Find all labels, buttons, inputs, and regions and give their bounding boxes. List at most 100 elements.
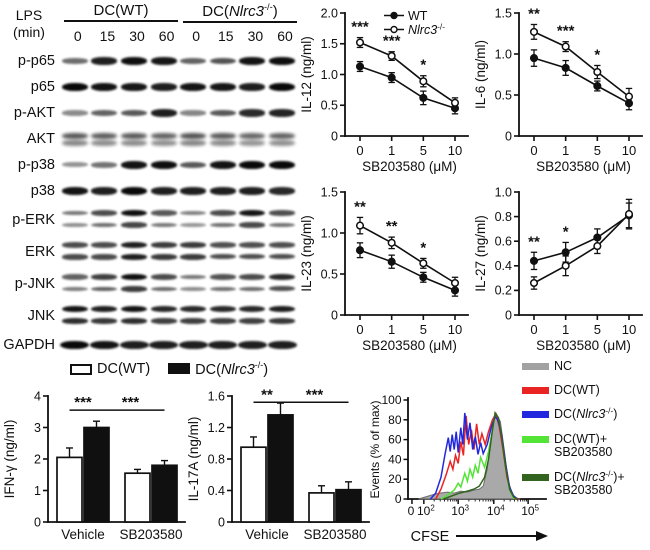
- svg-text:5: 5: [420, 322, 427, 337]
- blot-band: [150, 132, 177, 139]
- blot-band: [239, 286, 266, 292]
- blot-band: [61, 254, 88, 260]
- ifn-gamma-bar-chart: 0 1 2 3 4 Vehicle SB203580 IFN-γ (ng/ml) *** ***: [2, 389, 186, 542]
- il17a-bar-chart: 0 0.4 0.8 1.2 1.6 Vehicle SB203580 IL-17A (ng/m…: [186, 386, 370, 542]
- blot-band: [91, 305, 118, 313]
- blot-group-header-1: DC(Nlrc3-/-): [183, 2, 297, 23]
- svg-text:SB203580 (μM): SB203580 (μM): [536, 159, 631, 174]
- blot-band: [61, 162, 88, 168]
- svg-text:0.6: 0.6: [495, 235, 512, 249]
- blot-band: [150, 254, 177, 260]
- blot-band: [209, 57, 236, 65]
- blot-band: [239, 57, 266, 66]
- open-square-swatch-icon: [70, 363, 92, 375]
- blot-band: [91, 57, 118, 65]
- svg-text:**: **: [261, 386, 273, 403]
- blot-band: [178, 340, 208, 350]
- svg-text:SB203580 (μM): SB203580 (μM): [536, 338, 631, 353]
- blot-band: [180, 318, 207, 324]
- blot-band: [121, 286, 147, 292]
- blot-band: [60, 340, 90, 350]
- blot-band: [89, 340, 119, 350]
- svg-text:2.0: 2.0: [321, 6, 338, 20]
- svg-text:0: 0: [218, 515, 225, 529]
- blot-band: [239, 160, 266, 170]
- svg-text:0: 0: [395, 492, 402, 506]
- blot-band: [239, 222, 266, 228]
- svg-text:DC(WT)+: DC(WT)+: [554, 432, 607, 446]
- svg-text:5: 5: [594, 322, 601, 337]
- blot-band: [121, 254, 147, 260]
- blot-band: [91, 318, 118, 324]
- blot-row-p-p65: p-p65: [0, 48, 302, 74]
- svg-text:NC: NC: [554, 359, 572, 373]
- blot-lanes: [60, 126, 302, 152]
- blot-row-label: JNK: [27, 308, 55, 324]
- svg-text:***: ***: [383, 33, 401, 50]
- blot-band: [150, 222, 177, 228]
- blot-band: [121, 56, 147, 65]
- svg-text:*: *: [420, 239, 426, 256]
- blot-band: [239, 242, 266, 248]
- svg-text:*: *: [594, 46, 600, 63]
- blot-band: [91, 83, 118, 92]
- blot-lanes: [60, 48, 302, 74]
- blot-band: [209, 254, 236, 260]
- blot-band: [121, 305, 147, 313]
- blot-band: [269, 109, 295, 117]
- svg-text:5: 5: [594, 143, 601, 158]
- svg-text:1.2: 1.2: [208, 421, 225, 435]
- blot-band: [61, 139, 88, 146]
- blot-band: [150, 274, 177, 280]
- blot-band: [180, 110, 207, 116]
- svg-text:0: 0: [34, 515, 41, 529]
- blot-band: [121, 186, 147, 196]
- svg-text:0: 0: [530, 143, 537, 158]
- blot-lanes: [60, 300, 302, 332]
- blot-lanes: [60, 100, 302, 126]
- svg-text:IL-6 (ng/ml): IL-6 (ng/ml): [474, 40, 488, 109]
- svg-text:0: 0: [505, 308, 512, 322]
- blot-band: [267, 340, 297, 350]
- blot-band: [61, 305, 88, 313]
- blot-row-label: GAPDH: [3, 337, 55, 353]
- blot-band: [269, 254, 295, 260]
- svg-text:Nlrc3-/-: Nlrc3-/-: [408, 22, 445, 38]
- blot-band: [61, 242, 88, 248]
- blot-row-p38: p38: [0, 178, 302, 204]
- svg-text:1: 1: [388, 322, 395, 337]
- blot-band: [209, 139, 236, 146]
- svg-text:40: 40: [388, 452, 402, 466]
- blot-band: [180, 187, 207, 195]
- blot-band: [150, 187, 177, 195]
- blot-band: [61, 274, 88, 280]
- blot-band: [239, 305, 266, 313]
- blot-row-p-ERK: p-ERK: [0, 204, 302, 236]
- blot-band: [269, 273, 295, 281]
- blot-band: [269, 242, 295, 248]
- svg-text:1.5: 1.5: [321, 185, 338, 199]
- blot-band: [209, 161, 236, 170]
- svg-text:DC(WT): DC(WT): [554, 383, 600, 397]
- svg-text:104: 104: [487, 504, 505, 518]
- blot-band: [180, 57, 207, 65]
- blot-band: [150, 139, 177, 146]
- blot-band: [180, 254, 207, 260]
- blot-row-p-AKT: p-AKT: [0, 100, 302, 126]
- blot-group-header-0: DC(WT): [64, 2, 178, 22]
- svg-text:IL-12 (ng/ml): IL-12 (ng/ml): [300, 36, 314, 113]
- svg-text:SB203580: SB203580: [554, 445, 612, 459]
- svg-text:1.0: 1.0: [495, 185, 512, 199]
- svg-text:0: 0: [356, 322, 363, 337]
- blot-band: [119, 340, 149, 350]
- svg-text:0.5: 0.5: [495, 88, 512, 102]
- blot-lanes: [60, 74, 302, 100]
- svg-text:SB203580: SB203580: [303, 527, 366, 542]
- svg-text:1.6: 1.6: [208, 389, 225, 403]
- blot-band: [150, 160, 177, 169]
- blot-band: [91, 222, 118, 228]
- svg-text:SB203580 (μM): SB203580 (μM): [362, 159, 457, 174]
